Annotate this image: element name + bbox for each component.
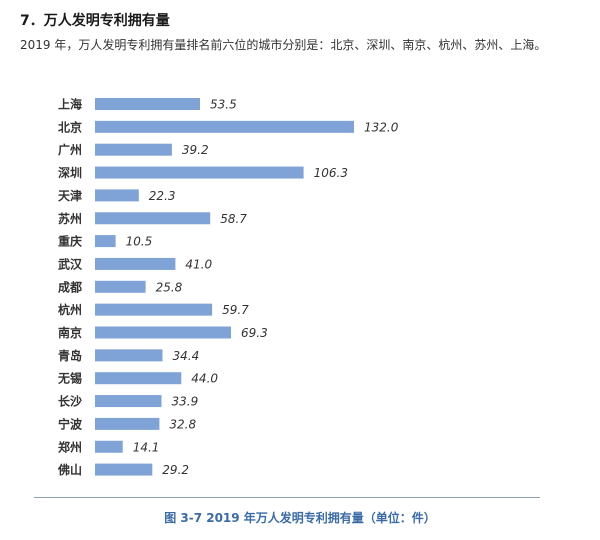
value-label: 41.0 bbox=[185, 257, 212, 271]
value-label: 106.3 bbox=[314, 166, 348, 180]
bar bbox=[95, 349, 163, 362]
value-label: 22.3 bbox=[149, 189, 176, 203]
bar bbox=[95, 395, 162, 408]
bar-chart: 上海 53.5 北京 132.0 广州 39.2 深圳 106.3 天津 22.3 苏州 58.7 重庆… bbox=[57, 97, 399, 478]
category-label: 重庆 bbox=[58, 234, 82, 249]
value-label: 29.2 bbox=[162, 463, 189, 477]
category-label: 广州 bbox=[58, 142, 82, 157]
bar bbox=[95, 463, 153, 476]
value-label: 44.0 bbox=[191, 372, 218, 386]
bar bbox=[95, 372, 182, 385]
category-label: 上海 bbox=[58, 97, 82, 112]
bar bbox=[95, 166, 304, 179]
value-label: 34.4 bbox=[173, 349, 200, 363]
category-label: 深圳 bbox=[58, 165, 82, 180]
section-title: 7．万人发明专利拥有量 bbox=[20, 13, 170, 29]
caption-divider bbox=[34, 497, 540, 498]
value-label: 39.2 bbox=[182, 143, 209, 157]
bar bbox=[95, 98, 200, 110]
bar bbox=[95, 143, 172, 156]
bar bbox=[95, 417, 160, 430]
bar bbox=[95, 440, 123, 453]
value-label: 53.5 bbox=[210, 98, 237, 112]
category-label: 宁波 bbox=[58, 416, 83, 431]
category-label: 苏州 bbox=[58, 211, 82, 226]
bar bbox=[95, 326, 231, 339]
bar bbox=[95, 189, 139, 202]
figure-caption: 图 3-7 2019 年万人发明专利拥有量（单位：件） bbox=[164, 511, 436, 525]
intro-text: 2019 年，万人发明专利拥有量排名前六位的城市分别是：北京、深圳、南京、杭州、… bbox=[20, 38, 547, 52]
bar bbox=[95, 303, 213, 316]
bar bbox=[95, 120, 354, 133]
category-label: 成都 bbox=[58, 279, 82, 294]
category-label: 武汉 bbox=[58, 256, 83, 271]
category-label: 南京 bbox=[58, 325, 82, 340]
category-label: 天津 bbox=[58, 188, 82, 203]
value-label: 58.7 bbox=[220, 212, 247, 226]
category-label: 杭州 bbox=[58, 302, 82, 317]
category-label: 青岛 bbox=[58, 348, 82, 363]
bar bbox=[95, 257, 176, 270]
bar bbox=[95, 212, 211, 225]
value-label: 59.7 bbox=[222, 303, 249, 317]
value-label: 14.1 bbox=[133, 440, 160, 454]
value-label: 32.8 bbox=[169, 417, 196, 431]
value-label: 33.9 bbox=[172, 395, 199, 409]
value-label: 25.8 bbox=[156, 280, 183, 294]
value-label: 69.3 bbox=[241, 326, 268, 340]
category-label: 长沙 bbox=[58, 394, 82, 409]
bar bbox=[95, 235, 116, 248]
value-label: 132.0 bbox=[364, 120, 399, 134]
category-label: 无锡 bbox=[57, 371, 82, 386]
value-label: 10.5 bbox=[126, 235, 153, 249]
category-label: 郑州 bbox=[58, 439, 82, 454]
category-label: 北京 bbox=[58, 119, 82, 134]
bar bbox=[95, 280, 146, 293]
category-label: 佛山 bbox=[57, 462, 82, 477]
